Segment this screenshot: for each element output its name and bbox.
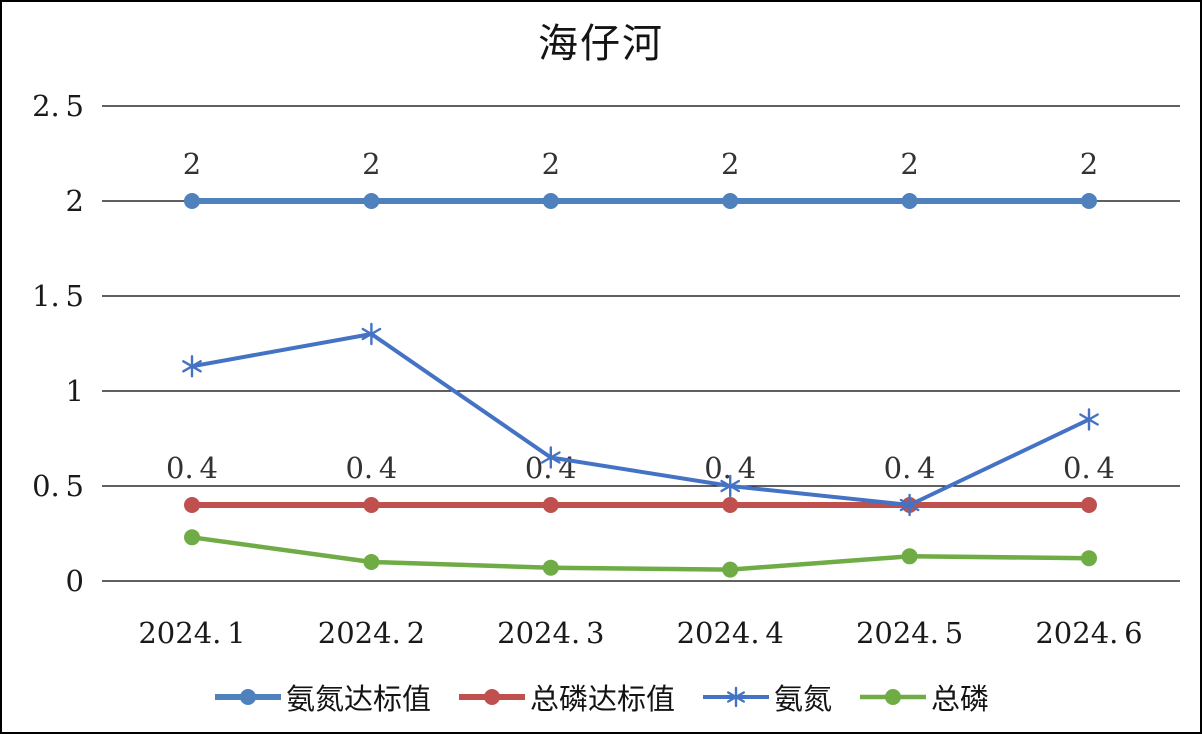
phosphorus-standard-marker <box>363 497 380 513</box>
ammonia-standard-marker <box>722 193 739 209</box>
ammonia-standard-legend-marker-icon <box>214 689 281 705</box>
x-tick-label: 2024. 2 <box>318 616 425 650</box>
ammonia-marker <box>182 355 202 378</box>
phosphorus-line <box>191 535 1090 572</box>
phosphorus-marker <box>184 529 200 546</box>
legend-item-ammonia: 氨氮 <box>701 676 832 718</box>
x-tick-label: 2024. 4 <box>677 616 784 650</box>
phosphorus-marker <box>542 559 559 576</box>
ammonia-legend-marker-icon <box>703 686 769 708</box>
x-tick-label: 2024. 5 <box>856 616 963 650</box>
phosphorus-standard-data-label: 0. 4 <box>1063 451 1115 485</box>
ammonia-standard-marker <box>363 193 380 209</box>
ammonia-marker <box>540 446 561 469</box>
ammonia-standard-marker <box>1081 193 1097 209</box>
legend-item-ammonia-standard: 氨氮达标值 <box>213 676 431 718</box>
legend-label: 氨氮 <box>774 682 833 716</box>
phosphorus-marker <box>901 548 918 565</box>
y-tick-label: 2 <box>66 184 84 218</box>
y-tick-label: 0. 5 <box>32 469 84 503</box>
legend-item-phosphorus: 总磷 <box>858 676 989 718</box>
legend-item-phosphorus-standard: 总磷达标值 <box>457 676 675 718</box>
ammonia-legend-asterisk <box>727 686 745 708</box>
ammonia-standard-data-label: 2 <box>900 147 918 181</box>
phosphorus-standard-data-label: 0. 4 <box>884 451 936 485</box>
y-tick-label: 0 <box>66 564 84 598</box>
phosphorus-standard-marker <box>184 497 200 513</box>
phosphorus-standard-marker <box>1081 497 1097 513</box>
ammonia-line <box>191 331 1090 508</box>
legend-label: 总磷 <box>931 682 990 716</box>
legend-label: 氨氮达标值 <box>285 682 431 716</box>
y-tick-label: 1 <box>66 374 84 408</box>
phosphorus-legend-marker-icon <box>860 689 927 705</box>
ammonia-standard-marker <box>542 193 559 209</box>
phosphorus-standard-marker <box>542 497 559 513</box>
phosphorus-standard-data-label: 0. 4 <box>345 451 397 485</box>
ammonia-standard-data-label: 2 <box>362 147 380 181</box>
chart-title: 海仔河 <box>538 21 664 67</box>
x-tick-label: 2024. 1 <box>138 616 245 650</box>
ammonia-standard-data-label: 2 <box>721 147 739 181</box>
phosphorus-marker <box>722 561 739 578</box>
x-tick-label: 2024. 6 <box>1035 616 1142 650</box>
phosphorus-marker <box>1081 550 1097 567</box>
phosphorus-standard-marker <box>722 497 739 513</box>
ammonia-standard-data-label: 2 <box>542 147 560 181</box>
ammonia-standard-marker <box>184 193 200 209</box>
ammonia-standard-data-label: 2 <box>1080 147 1098 181</box>
ammonia-standard-marker <box>901 193 918 209</box>
ammonia-standard-data-label: 2 <box>183 147 201 181</box>
y-tick-label: 2. 5 <box>32 89 84 123</box>
ammonia-marker <box>720 474 741 498</box>
y-tick-label: 1. 5 <box>32 279 84 313</box>
legend: 氨氮达标值 总磷达标值 氨氮 总磷 <box>2 676 1200 718</box>
ammonia-marker <box>361 322 382 346</box>
legend-label: 总磷达标值 <box>529 682 675 716</box>
phosphorus-standard-legend-marker-icon <box>458 689 525 705</box>
phosphorus-marker <box>363 554 380 570</box>
phosphorus-standard-data-label: 0. 4 <box>166 451 218 485</box>
ammonia-marker <box>899 493 920 517</box>
x-tick-label: 2024. 3 <box>497 616 604 650</box>
ammonia-marker <box>1079 408 1099 431</box>
